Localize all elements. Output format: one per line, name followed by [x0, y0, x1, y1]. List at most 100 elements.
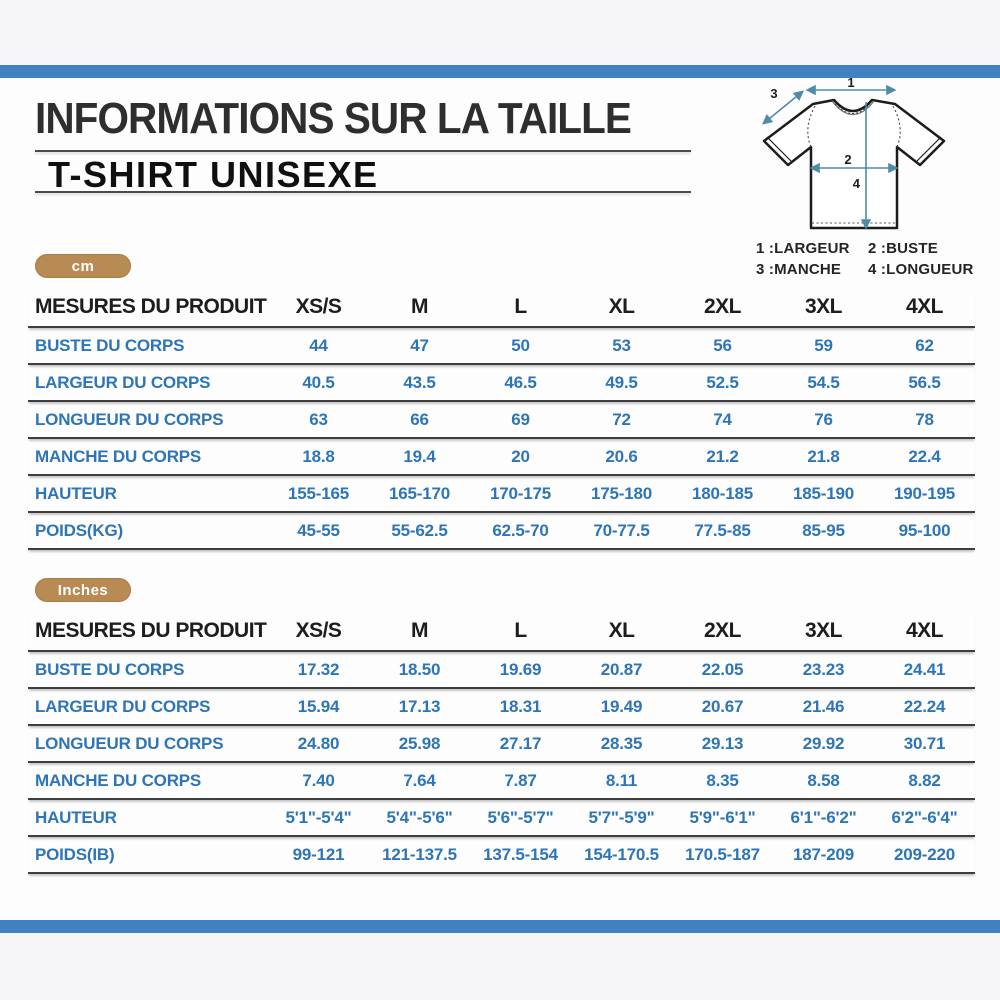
- size-value: 121-137.5: [382, 844, 457, 864]
- tshirt-outline: [762, 98, 946, 230]
- legend-item-manche: 3 :MANCHE: [756, 261, 842, 278]
- unit-badge-inches: Inches: [35, 578, 131, 602]
- size-value: 17.13: [398, 696, 441, 716]
- size-value: 47: [410, 335, 429, 355]
- size-value: 25.98: [398, 733, 441, 753]
- product-subtitle: T-SHIRT UNISEXE: [48, 154, 379, 195]
- size-value: 52.5: [706, 372, 739, 392]
- size-value: 95-100: [898, 520, 951, 540]
- size-value: 66: [410, 409, 429, 429]
- size-value: 180-185: [692, 483, 753, 503]
- legend-item-longueur: 4 :LONGUEUR: [868, 261, 974, 278]
- size-value: 8.82: [908, 770, 941, 790]
- size-guide-panel: INFORMATIONS SUR LA TAILLE T-SHIRT UNISE…: [0, 78, 1000, 920]
- size-value: 8.35: [706, 770, 739, 790]
- size-value: 155-165: [288, 483, 349, 503]
- size-value: 78: [915, 409, 934, 429]
- left-cuff-line: [766, 136, 792, 162]
- measure-label: HAUTEUR: [35, 483, 117, 503]
- measure-label: BUSTE DU CORPS: [35, 335, 185, 355]
- measure-label: LONGUEUR DU CORPS: [35, 733, 224, 753]
- size-value: 20.67: [701, 696, 744, 716]
- table-row: HAUTEUR 5'1"-5'4" 5'4"-5'6" 5'6"-5'7" 5'…: [28, 800, 975, 837]
- tshirt-measurement-diagram: 1 2 3 4 1 :LARGEUR 2 :BUSTE 3 :MANCHE 4 …: [748, 78, 978, 278]
- size-value: 170-175: [490, 483, 551, 503]
- column-header: 4XL: [905, 619, 944, 642]
- right-cuff-line: [916, 136, 942, 162]
- table-row: LARGEUR DU CORPS 40.5 43.5 46.5 49.5 52.…: [28, 365, 975, 402]
- measure-label: MANCHE DU CORPS: [35, 770, 202, 790]
- size-value: 55-62.5: [391, 520, 448, 540]
- size-value: 56.5: [908, 372, 941, 392]
- table-row: BUSTE DU CORPS 44 47 50 53 56 59 62: [28, 328, 975, 365]
- size-value: 18.50: [398, 659, 441, 679]
- table-row: MANCHE DU CORPS 7.40 7.64 7.87 8.11 8.35…: [28, 763, 975, 800]
- subtitle-divider: [35, 191, 691, 193]
- size-value: 43.5: [403, 372, 436, 392]
- size-value: 29.92: [802, 733, 845, 753]
- size-value: 53: [612, 335, 631, 355]
- column-header: M: [411, 295, 429, 318]
- table-row: LONGUEUR DU CORPS 63 66 69 72 74 76 78: [28, 402, 975, 439]
- size-value: 19.49: [600, 696, 643, 716]
- size-value: 69: [511, 409, 530, 429]
- column-header: L: [514, 295, 527, 318]
- size-value: 99-121: [292, 844, 345, 864]
- size-value: 7.40: [302, 770, 335, 790]
- table-row: POIDS(IB) 99-121 121-137.5 137.5-154 154…: [28, 837, 975, 874]
- size-value: 70-77.5: [593, 520, 650, 540]
- table-row: MANCHE DU CORPS 18.8 19.4 20 20.6 21.2 2…: [28, 439, 975, 476]
- column-header: M: [411, 619, 429, 642]
- size-value: 18.31: [499, 696, 542, 716]
- size-value: 22.24: [903, 696, 946, 716]
- measure-label: POIDS(KG): [35, 520, 123, 540]
- title-divider: [35, 150, 691, 152]
- size-value: 15.94: [297, 696, 340, 716]
- size-value: 76: [814, 409, 833, 429]
- legend-item-largeur: 1 :LARGEUR: [756, 240, 850, 257]
- table-row: LONGUEUR DU CORPS 24.80 25.98 27.17 28.3…: [28, 726, 975, 763]
- size-value: 24.41: [903, 659, 946, 679]
- column-header: 3XL: [804, 619, 843, 642]
- size-value: 8.11: [605, 770, 638, 790]
- measure-label: LARGEUR DU CORPS: [35, 696, 211, 716]
- table-row: LARGEUR DU CORPS 15.94 17.13 18.31 19.49…: [28, 689, 975, 726]
- size-value: 7.64: [403, 770, 436, 790]
- column-header: MESURES DU PRODUIT: [35, 295, 267, 318]
- size-value: 8.58: [807, 770, 840, 790]
- size-value: 63: [309, 409, 328, 429]
- arrow-label-2: 2: [844, 152, 851, 167]
- page-title: INFORMATIONS SUR LA TAILLE: [35, 94, 632, 143]
- size-value: 175-180: [591, 483, 652, 503]
- size-value: 20.6: [605, 446, 638, 466]
- column-header: L: [514, 619, 527, 642]
- size-value: 19.69: [499, 659, 542, 679]
- column-header: 2XL: [703, 295, 742, 318]
- size-value: 21.2: [706, 446, 739, 466]
- size-value: 17.32: [297, 659, 340, 679]
- size-value: 21.8: [807, 446, 840, 466]
- size-value: 74: [713, 409, 732, 429]
- size-value: 187-209: [793, 844, 854, 864]
- tshirt-diagram-icon: 1 2 3 4: [761, 78, 946, 230]
- measure-label: MANCHE DU CORPS: [35, 446, 202, 466]
- size-value: 54.5: [807, 372, 840, 392]
- size-value: 46.5: [504, 372, 537, 392]
- measure-label: POIDS(IB): [35, 844, 115, 864]
- table-row: POIDS(KG) 45-55 55-62.5 62.5-70 70-77.5 …: [28, 513, 975, 550]
- size-value: 20: [511, 446, 530, 466]
- size-value: 209-220: [894, 844, 955, 864]
- size-value: 77.5-85: [694, 520, 751, 540]
- arrow-label-4: 4: [853, 176, 861, 191]
- collar-stitching: [834, 103, 871, 114]
- size-value: 59: [814, 335, 833, 355]
- size-value: 22.4: [908, 446, 941, 466]
- legend-item-buste: 2 :BUSTE: [868, 240, 938, 257]
- measure-label: LONGUEUR DU CORPS: [35, 409, 224, 429]
- measure-label: HAUTEUR: [35, 807, 117, 827]
- size-value: 5'9"-6'1": [689, 807, 756, 827]
- size-value: 27.17: [499, 733, 542, 753]
- table-header-row: MESURES DU PRODUIT XS/S M L XL 2XL 3XL 4…: [28, 288, 975, 328]
- column-header: 3XL: [804, 295, 843, 318]
- size-table-cm: cm MESURES DU PRODUIT XS/S M L XL 2XL 3X…: [28, 254, 975, 550]
